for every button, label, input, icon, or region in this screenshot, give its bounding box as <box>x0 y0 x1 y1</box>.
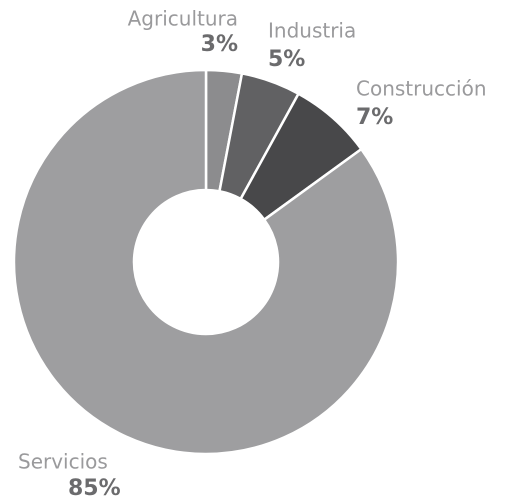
value-label: 7% <box>356 105 393 130</box>
slice <box>12 68 400 456</box>
slice-label: Industria <box>268 19 356 43</box>
value-label: 85% <box>68 476 121 498</box>
slice-label: Construcción <box>356 77 487 101</box>
value-label: 5% <box>268 47 305 72</box>
slice-label: Agricultura <box>128 7 238 31</box>
value-label: 3% <box>201 32 238 57</box>
slice-label: Servicios <box>18 450 108 474</box>
